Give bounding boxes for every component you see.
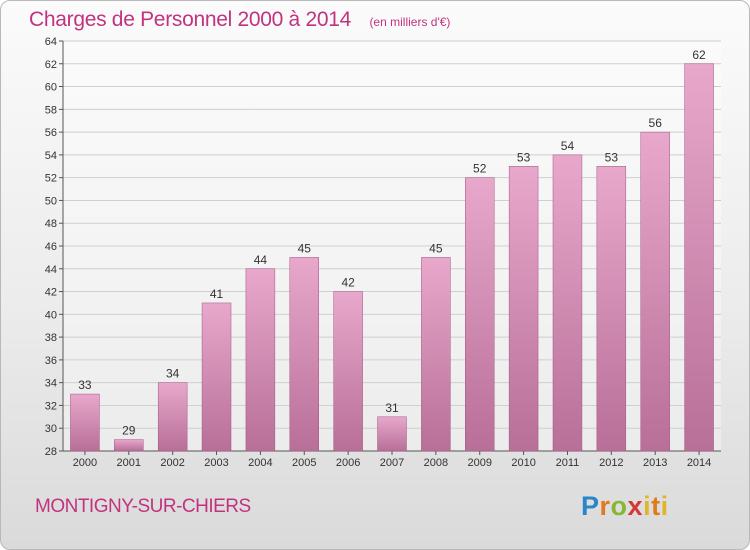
bar (201, 302, 232, 452)
bar-value-label: 31 (385, 401, 399, 415)
bar-value-label: 33 (78, 378, 92, 392)
y-tick-label: 54 (45, 150, 57, 162)
x-tick-label: 2013 (643, 457, 667, 469)
bar (421, 257, 451, 452)
chart-subtitle: (en milliers d'€) (369, 15, 451, 29)
y-tick-label: 58 (45, 104, 57, 116)
commune-name: MONTIGNY-SUR-CHIERS (35, 496, 251, 517)
bar-value-label: 29 (122, 424, 136, 438)
bar-value-label: 52 (473, 162, 487, 176)
x-tick-label: 2007 (380, 457, 404, 469)
bar (70, 393, 100, 452)
bar-value-label: 45 (298, 241, 312, 255)
y-tick-label: 50 (45, 195, 57, 207)
x-tick-label: 2009 (467, 457, 491, 469)
y-tick-label: 36 (45, 355, 57, 367)
bar-value-label: 45 (429, 241, 443, 255)
label-layer: 33 29 34 41 44 45 42 31 45 52 53 54 53 56 62 (78, 48, 706, 438)
x-tick-label: 2010 (511, 457, 535, 469)
bar-value-label: 41 (210, 287, 224, 301)
bar (245, 268, 276, 452)
y-tick-label: 44 (45, 264, 57, 276)
bar (640, 131, 670, 452)
bar (333, 291, 363, 452)
y-tick-label: 46 (45, 241, 57, 253)
y-tick-label: 64 (45, 36, 57, 48)
bar (596, 166, 627, 452)
bar (465, 177, 495, 452)
title-line: Charges de Personnel 2000 à 2014 (en mil… (29, 8, 450, 32)
x-tick-label: 2008 (424, 457, 448, 469)
y-tick-label: 42 (45, 287, 57, 299)
bar (289, 257, 319, 452)
bar (377, 416, 407, 452)
bar-value-label: 53 (517, 150, 531, 164)
x-tick-label: 2002 (160, 457, 184, 469)
bar-value-label: 34 (166, 367, 180, 381)
x-tick-label: 2000 (73, 457, 97, 469)
y-tick-label: 62 (45, 59, 57, 71)
x-tick-label: 2001 (117, 457, 141, 469)
x-tick-label: 2011 (556, 457, 580, 469)
y-tick-label: 60 (45, 82, 57, 94)
bar (508, 166, 539, 452)
bar-value-label: 42 (341, 276, 355, 290)
bar (552, 154, 583, 452)
bar-value-label: 44 (254, 253, 268, 267)
y-tick-label: 32 (45, 400, 57, 412)
x-tick-label: 2003 (204, 457, 228, 469)
y-tick-label: 48 (45, 218, 57, 230)
x-tick-label: 2006 (336, 457, 360, 469)
y-tick-label: 28 (45, 446, 57, 458)
bar-value-label: 62 (692, 48, 706, 62)
y-tick-label: 34 (45, 378, 57, 390)
x-tick-label: 2014 (687, 457, 711, 469)
bar-value-label: 53 (605, 150, 619, 164)
bar-value-label: 56 (649, 116, 663, 130)
bar (114, 439, 144, 452)
bar-layer (70, 63, 714, 452)
bar (157, 382, 188, 452)
proxiti-logo[interactable]: Proxiti (581, 491, 669, 521)
x-tick-label: 2012 (599, 457, 623, 469)
y-tick-label: 56 (45, 127, 57, 139)
y-tick-label: 38 (45, 332, 57, 344)
y-tick-label: 40 (45, 309, 57, 321)
x-tick-label: 2004 (248, 457, 272, 469)
chart-title: Charges de Personnel 2000 à 2014 (29, 8, 351, 31)
y-tick-label: 30 (45, 423, 57, 435)
bar-value-label: 54 (561, 139, 575, 153)
x-tick-label: 2005 (292, 457, 316, 469)
y-tick-label: 52 (45, 173, 57, 185)
bar (684, 63, 714, 452)
